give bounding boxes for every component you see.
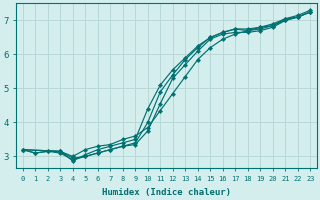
X-axis label: Humidex (Indice chaleur): Humidex (Indice chaleur) [102,188,231,197]
